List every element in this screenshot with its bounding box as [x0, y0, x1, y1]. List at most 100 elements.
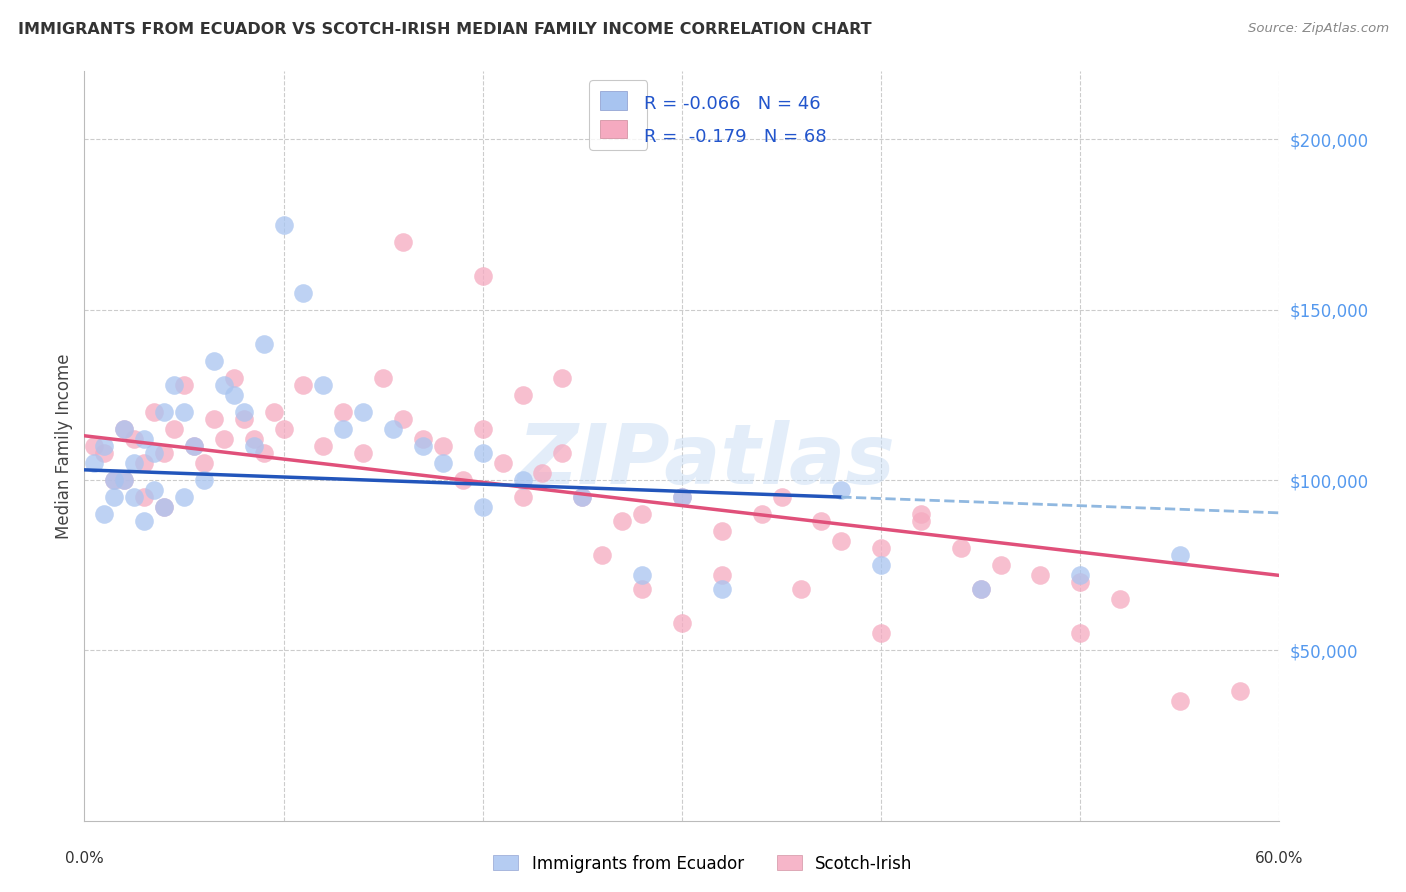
Legend: , : ,	[589, 80, 647, 150]
Text: 60.0%: 60.0%	[1256, 851, 1303, 866]
Point	[263, 405, 285, 419]
Text: R = -0.066   N = 46: R = -0.066 N = 46	[644, 95, 820, 113]
Point	[1168, 694, 1191, 708]
Point	[1069, 575, 1091, 590]
Point	[103, 473, 125, 487]
Point	[471, 446, 494, 460]
Text: R =  -0.179   N = 68: R = -0.179 N = 68	[644, 128, 827, 145]
Point	[970, 582, 993, 596]
Point	[212, 432, 235, 446]
Point	[122, 432, 145, 446]
Point	[710, 582, 733, 596]
Point	[112, 422, 135, 436]
Point	[910, 507, 932, 521]
Point	[173, 405, 195, 419]
Point	[551, 446, 574, 460]
Point	[132, 456, 156, 470]
Point	[253, 446, 276, 460]
Point	[292, 377, 315, 392]
Point	[183, 439, 205, 453]
Point	[671, 616, 693, 631]
Point	[1229, 684, 1251, 698]
Point	[770, 490, 793, 504]
Point	[163, 377, 186, 392]
Point	[212, 377, 235, 392]
Point	[373, 371, 395, 385]
Point	[1029, 568, 1052, 582]
Point	[153, 405, 176, 419]
Point	[471, 500, 494, 515]
Point	[910, 514, 932, 528]
Point	[949, 541, 972, 556]
Point	[751, 507, 773, 521]
Point	[132, 490, 156, 504]
Point	[432, 456, 454, 470]
Point	[183, 439, 205, 453]
Point	[451, 473, 474, 487]
Point	[710, 524, 733, 538]
Point	[153, 446, 176, 460]
Point	[143, 483, 166, 498]
Point	[970, 582, 993, 596]
Point	[202, 411, 225, 425]
Point	[143, 405, 166, 419]
Point	[83, 439, 105, 453]
Point	[83, 456, 105, 470]
Point	[1168, 548, 1191, 562]
Point	[163, 422, 186, 436]
Point	[631, 568, 654, 582]
Point	[173, 377, 195, 392]
Point	[232, 405, 254, 419]
Point	[193, 473, 215, 487]
Point	[1069, 568, 1091, 582]
Point	[112, 422, 135, 436]
Text: 0.0%: 0.0%	[65, 851, 104, 866]
Point	[153, 500, 176, 515]
Point	[830, 534, 852, 549]
Point	[222, 388, 245, 402]
Point	[631, 582, 654, 596]
Point	[392, 235, 415, 249]
Point	[382, 422, 405, 436]
Point	[512, 388, 534, 402]
Point	[710, 568, 733, 582]
Point	[232, 411, 254, 425]
Point	[870, 541, 893, 556]
Point	[612, 514, 634, 528]
Point	[571, 490, 593, 504]
Point	[671, 490, 693, 504]
Point	[202, 354, 225, 368]
Point	[312, 377, 335, 392]
Point	[173, 490, 195, 504]
Point	[571, 490, 593, 504]
Point	[112, 473, 135, 487]
Point	[242, 439, 264, 453]
Point	[1069, 626, 1091, 640]
Text: ZIPatlas: ZIPatlas	[517, 420, 894, 501]
Point	[273, 218, 295, 232]
Point	[531, 467, 554, 481]
Point	[93, 446, 115, 460]
Point	[870, 626, 893, 640]
Point	[332, 422, 354, 436]
Point	[122, 456, 145, 470]
Point	[312, 439, 335, 453]
Point	[292, 285, 315, 300]
Point	[103, 473, 125, 487]
Point	[492, 456, 515, 470]
Point	[1109, 592, 1132, 607]
Point	[153, 500, 176, 515]
Point	[392, 411, 415, 425]
Point	[253, 336, 276, 351]
Point	[591, 548, 613, 562]
Text: IMMIGRANTS FROM ECUADOR VS SCOTCH-IRISH MEDIAN FAMILY INCOME CORRELATION CHART: IMMIGRANTS FROM ECUADOR VS SCOTCH-IRISH …	[18, 22, 872, 37]
Point	[273, 422, 295, 436]
Point	[132, 432, 156, 446]
Point	[631, 507, 654, 521]
Point	[551, 371, 574, 385]
Y-axis label: Median Family Income: Median Family Income	[55, 353, 73, 539]
Point	[412, 439, 434, 453]
Point	[103, 490, 125, 504]
Point	[132, 514, 156, 528]
Point	[671, 490, 693, 504]
